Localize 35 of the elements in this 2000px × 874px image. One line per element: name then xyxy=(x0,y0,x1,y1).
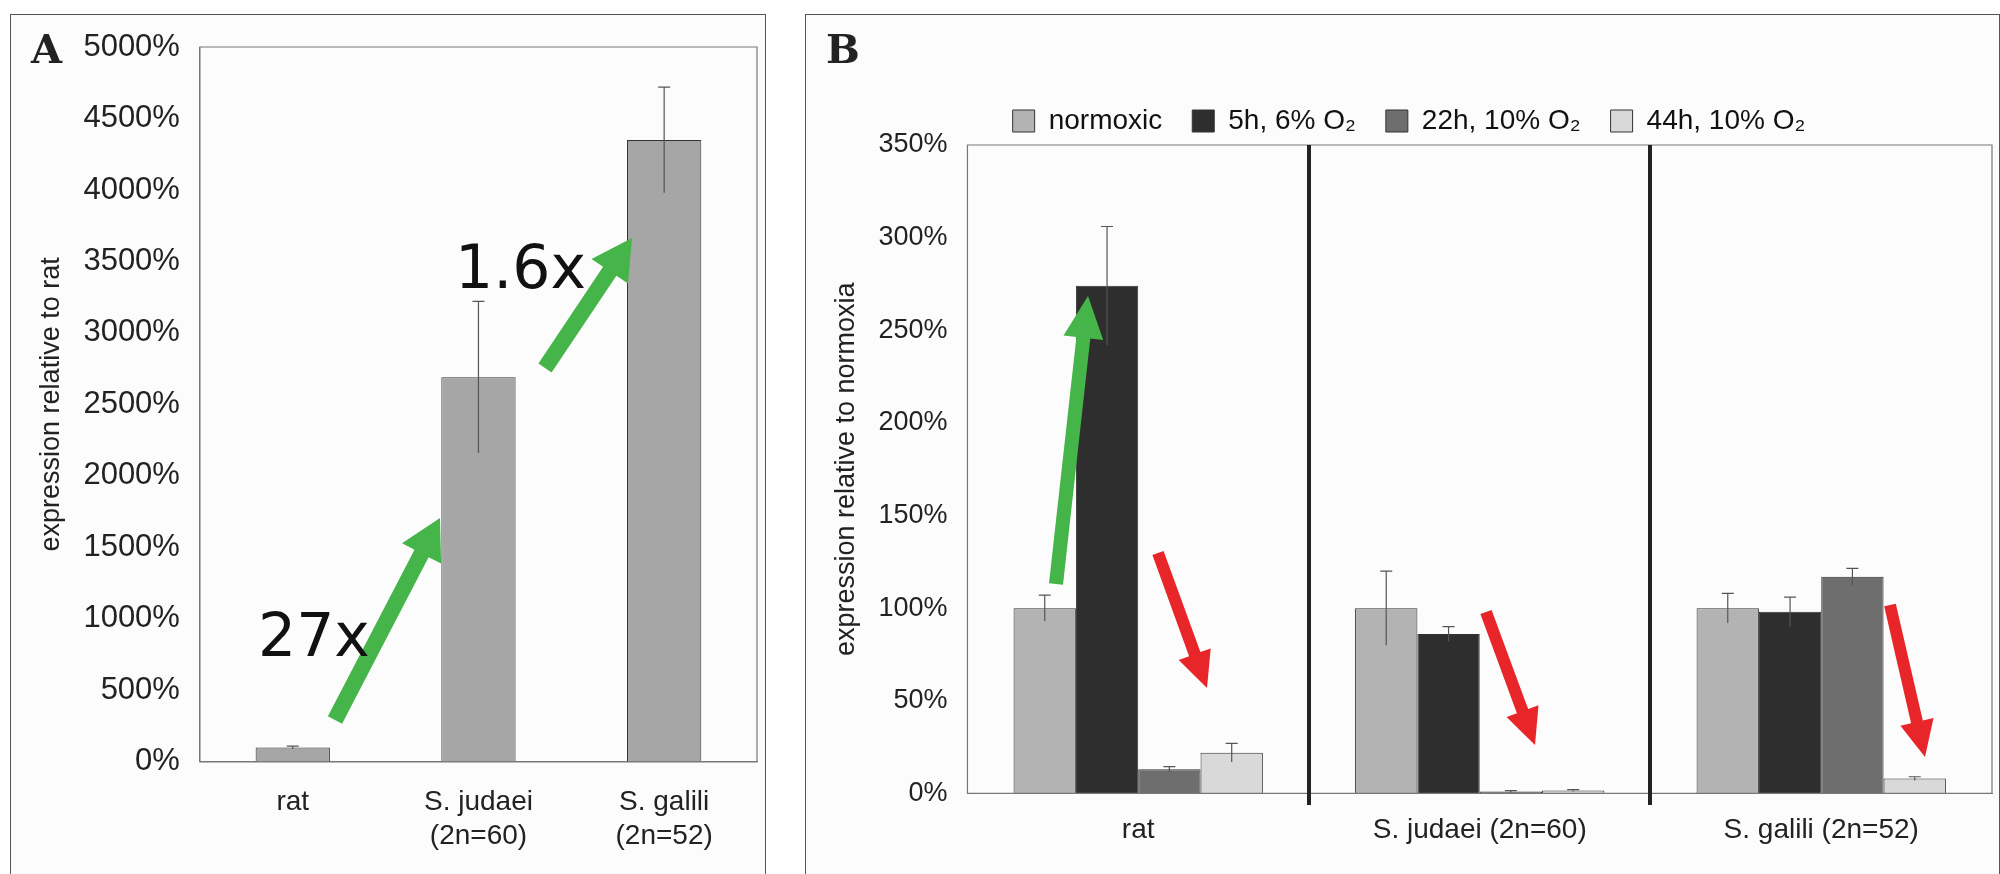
y-tick-label: 4000% xyxy=(83,170,180,206)
y-tick-label: 2500% xyxy=(83,384,180,420)
legend-label: normoxic xyxy=(1048,103,1163,135)
y-tick-label: 1500% xyxy=(83,527,180,563)
y-tick-label: 5000% xyxy=(83,27,180,63)
y-tick-label: 2000% xyxy=(83,456,180,492)
y-tick-label: 300% xyxy=(878,221,948,252)
y-tick-label: 150% xyxy=(878,498,948,529)
x-tick-label: S. judaei (2n=60) xyxy=(1372,812,1587,844)
y-tick-label: 200% xyxy=(878,406,948,437)
annotation: 27x xyxy=(258,600,370,670)
x-tick-label: S. judaei (2n=60) xyxy=(423,785,533,850)
y-tick-label: 0% xyxy=(908,776,948,807)
y-tick-label: 3000% xyxy=(83,313,180,349)
legend-label: 5h, 6% O₂ xyxy=(1228,103,1356,135)
y-tick-label: 250% xyxy=(878,313,948,344)
y-tick-label: 4500% xyxy=(83,99,180,135)
legend-label: 44h, 10% O₂ xyxy=(1646,103,1806,135)
y-tick-label: 1000% xyxy=(83,599,180,635)
chart-title: B xyxy=(826,25,860,73)
y-tick-label: 50% xyxy=(893,684,948,715)
y-tick-label: 100% xyxy=(878,591,948,622)
y-tick-label: 3500% xyxy=(83,241,180,277)
y-tick-label: 350% xyxy=(878,128,948,159)
x-tick-label: rat xyxy=(276,785,310,817)
annotation: 1.6x xyxy=(455,232,586,302)
x-tick-label: rat xyxy=(1121,812,1155,844)
chart-title: A xyxy=(30,25,63,73)
y-axis-title: expression relative to normoxia xyxy=(829,281,860,657)
legend-label: 22h, 10% O₂ xyxy=(1421,103,1581,135)
y-axis-title: expression relative to rat xyxy=(34,256,65,552)
y-tick-label: 500% xyxy=(100,670,180,706)
x-tick-label: S. galili (2n=52) xyxy=(1723,812,1919,844)
x-tick-label: S. galili (2n=52) xyxy=(615,785,713,850)
y-tick-label: 0% xyxy=(135,742,180,778)
